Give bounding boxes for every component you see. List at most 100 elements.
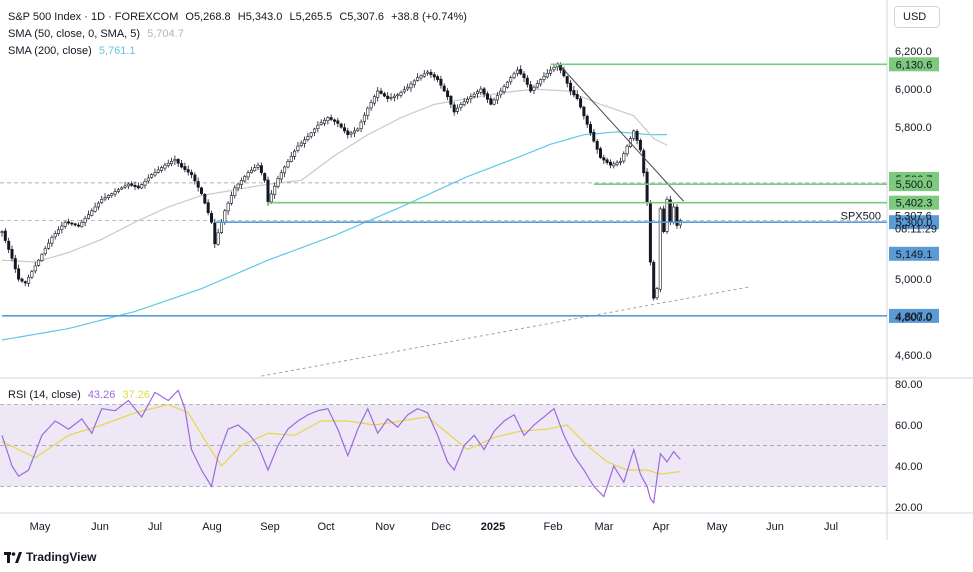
candle-body bbox=[143, 181, 147, 186]
candle-body bbox=[213, 222, 217, 245]
candle-body bbox=[632, 130, 636, 139]
candle-body bbox=[60, 225, 64, 230]
tradingview-logo[interactable]: TradingView bbox=[4, 550, 96, 564]
candle-body bbox=[416, 77, 420, 81]
candle-body bbox=[532, 86, 536, 91]
level-label-box bbox=[889, 308, 939, 323]
candle-body bbox=[615, 162, 619, 165]
candle-body bbox=[229, 195, 233, 204]
rsi-legend[interactable]: RSI (14, close) 43.26 37.26 bbox=[8, 388, 154, 402]
sma50-legend[interactable]: SMA (50, close, 0, SMA, 5) 5,704.7 bbox=[8, 27, 188, 41]
candle-body bbox=[220, 221, 224, 234]
candle-body bbox=[436, 76, 440, 80]
candle-body bbox=[27, 276, 31, 284]
candle-body bbox=[83, 218, 87, 223]
time-tick-label: May bbox=[707, 521, 728, 533]
open-value: O5,268.8 bbox=[185, 11, 231, 23]
last-price-value: 5,307.6 bbox=[895, 211, 932, 223]
price-axis[interactable]: 6,130.65,506.75,500.05,402.35,300.05,149… bbox=[841, 46, 939, 514]
tradingview-name: TradingView bbox=[26, 550, 97, 564]
candle-body bbox=[505, 81, 509, 88]
candle-body bbox=[43, 248, 47, 255]
candle-body bbox=[525, 77, 529, 85]
candle-body bbox=[432, 74, 436, 78]
candle-body bbox=[273, 185, 277, 195]
candle-body bbox=[396, 94, 400, 97]
change-value: +38.8 (+0.74%) bbox=[391, 11, 467, 23]
candle-body bbox=[166, 162, 170, 166]
candle-body bbox=[369, 102, 373, 109]
candle-body bbox=[535, 83, 539, 88]
rsi-tick-label: 60.00 bbox=[895, 420, 923, 432]
sma200-legend[interactable]: SMA (200, close) 5,761.1 bbox=[8, 44, 140, 58]
candle-body bbox=[376, 90, 380, 98]
currency-button[interactable]: USD bbox=[894, 6, 940, 28]
candle-body bbox=[585, 115, 589, 125]
candle-body bbox=[160, 167, 164, 171]
candle-body bbox=[409, 83, 413, 89]
candle-body bbox=[605, 159, 609, 163]
time-tick-label: Sep bbox=[260, 521, 280, 533]
candle-body bbox=[249, 169, 253, 173]
resistance-trendline bbox=[556, 62, 684, 202]
candle-body bbox=[196, 181, 200, 188]
candle-body bbox=[40, 254, 44, 261]
candle-body bbox=[412, 80, 416, 86]
candle-body bbox=[96, 202, 100, 208]
candle-body bbox=[193, 174, 197, 182]
candle-body bbox=[56, 229, 60, 235]
candle-body bbox=[87, 214, 91, 219]
candle-body bbox=[622, 153, 626, 162]
price-tick-label: 5,000.0 bbox=[895, 274, 932, 286]
candle-body bbox=[439, 78, 443, 86]
rsi-label: RSI (14, close) bbox=[8, 389, 81, 401]
candle-body bbox=[598, 148, 602, 158]
candle-body bbox=[352, 130, 356, 134]
candle-body bbox=[522, 73, 526, 79]
candle-body bbox=[279, 172, 283, 180]
candle-body bbox=[326, 117, 330, 122]
candle-body bbox=[419, 75, 423, 79]
tradingview-mark-icon bbox=[4, 551, 22, 563]
level-label-box bbox=[889, 177, 939, 192]
candle-body bbox=[47, 242, 51, 249]
candle-body bbox=[123, 185, 127, 188]
candle-body bbox=[153, 172, 157, 176]
time-tick-label: Nov bbox=[375, 521, 395, 533]
time-tick-label: Jun bbox=[766, 521, 784, 533]
candle-body bbox=[180, 163, 184, 168]
candle-body bbox=[612, 163, 616, 167]
time-axis[interactable]: May Jun Jul Aug Sep Oct Nov Dec 2025 Feb Mar Apr May… bbox=[30, 521, 838, 533]
candle-body bbox=[582, 106, 586, 117]
candle-body bbox=[462, 101, 466, 106]
sma200-value: 5,761.1 bbox=[98, 45, 136, 57]
candle-body bbox=[519, 69, 523, 75]
candle-body bbox=[446, 90, 450, 98]
level-label-text: 5,300.0 bbox=[896, 217, 933, 229]
candle-body bbox=[100, 199, 104, 203]
candle-body bbox=[183, 166, 187, 170]
candle-body bbox=[655, 288, 659, 299]
candle-body bbox=[200, 187, 204, 194]
candle-body bbox=[269, 193, 273, 202]
time-tick-label: Oct bbox=[317, 521, 334, 533]
candle-body bbox=[499, 90, 503, 96]
horizontal-levels[interactable] bbox=[2, 62, 887, 317]
rsi-tick-label: 80.00 bbox=[895, 379, 923, 391]
candle-body bbox=[472, 93, 476, 97]
candle-body bbox=[3, 230, 7, 241]
rsi-tick-label: 40.00 bbox=[895, 461, 923, 473]
candle-body bbox=[70, 222, 74, 225]
candle-body bbox=[545, 73, 549, 78]
candle-body bbox=[293, 150, 297, 157]
candle-body bbox=[296, 145, 300, 151]
candle-body bbox=[309, 132, 313, 137]
candle-body bbox=[392, 95, 396, 98]
candle-body bbox=[133, 185, 137, 188]
candle-body bbox=[37, 259, 41, 266]
time-tick-label: Mar bbox=[595, 521, 614, 533]
time-tick-label: Jul bbox=[824, 521, 838, 533]
candle-body bbox=[675, 206, 679, 226]
symbol-legend[interactable]: S&P 500 Index · 1D · FOREXCOM O5,268.8 H… bbox=[8, 10, 471, 24]
